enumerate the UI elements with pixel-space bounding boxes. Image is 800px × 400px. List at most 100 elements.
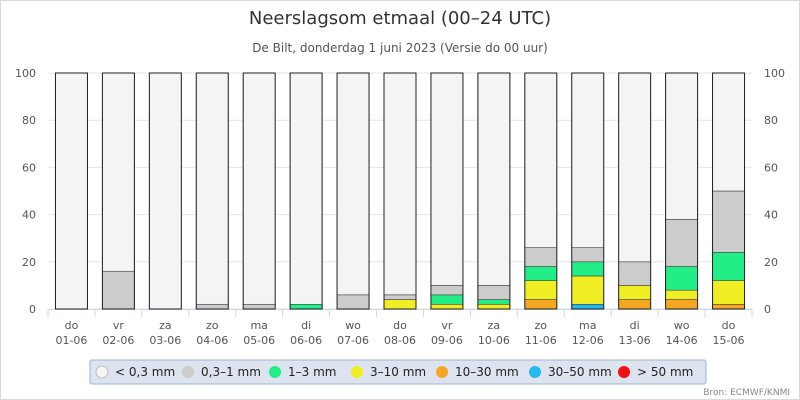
x-tick-label-day: do [722, 319, 736, 332]
x-tick-label-date: 09-06 [431, 334, 463, 347]
bar-segment [477, 285, 511, 300]
legend: < 0,3 mm 0,3–1 mm 1–3 mm 3–10 mm 10–30 mm 30–… [89, 359, 707, 385]
bar-segment [383, 72, 417, 296]
bar-segment [430, 285, 464, 296]
bar-outline [148, 72, 182, 310]
legend-label[interactable]: 3–10 mm [370, 365, 426, 379]
bar-segment [571, 247, 605, 263]
bar-segment [102, 72, 135, 272]
bar-stacks [54, 72, 746, 310]
legend-box [89, 359, 707, 385]
bar-segment [477, 299, 511, 305]
bar-segment [618, 261, 651, 286]
chart-title: Neerslagsom etmaal (00–24 UTC) [249, 8, 551, 29]
bar-segment [712, 252, 745, 281]
x-tick-label-date: 10-06 [478, 334, 510, 347]
bar-outline [289, 72, 323, 310]
y-tick-label-right: 100 [764, 67, 785, 80]
x-tick-label-day: do [65, 319, 79, 332]
bar-segment [665, 72, 698, 220]
bar-outline [477, 72, 511, 310]
bar-segment [383, 299, 417, 310]
y-tick-label-left: 80 [22, 114, 36, 127]
bar-outline [712, 72, 746, 310]
bar-segment [289, 72, 323, 305]
y-tick-label-left: 20 [22, 256, 36, 269]
bar-segment [618, 72, 651, 263]
y-tick-label-left: 60 [22, 161, 36, 174]
bar-segment [383, 294, 417, 300]
x-tick-label-day: za [159, 319, 172, 332]
bar-segment [524, 247, 558, 267]
x-tick-label-date: 05-06 [243, 334, 275, 347]
bar-outline [101, 72, 135, 310]
bar-segment [477, 72, 511, 286]
bar-segment [430, 303, 464, 310]
y-tick-label-right: 20 [764, 256, 778, 269]
x-tick-label-day: wo [345, 319, 361, 332]
x-axis: do 01-06 vr 02-06 za 03-06 zo 04-06 ma 05-06 di 06-… [47, 309, 753, 347]
source-credit: Bron: ECMWF/KNMI [703, 388, 790, 398]
legend-label[interactable]: < 0,3 mm [115, 365, 175, 379]
legend-marker [351, 366, 363, 378]
legend-label[interactable]: 0,3–1 mm [201, 365, 261, 379]
bar-segment [665, 266, 698, 291]
x-tick-label-date: 11-06 [525, 334, 557, 347]
x-tick-label-day: za [488, 319, 501, 332]
x-tick-label-day: zo [535, 319, 548, 332]
legend-label[interactable]: 30–50 mm [548, 365, 612, 379]
bar-segment [430, 294, 464, 305]
x-tick-label-date: 04-06 [196, 334, 228, 347]
x-tick-label-day: vr [113, 319, 125, 332]
x-tick-label-day: zo [206, 319, 219, 332]
bar-segment [195, 303, 229, 310]
bar-outline [383, 72, 417, 310]
bar-segment [712, 72, 745, 192]
x-tick-label-day: wo [674, 319, 690, 332]
bar-segment [430, 72, 464, 286]
bar-segment [571, 261, 605, 277]
x-tick-label-date: 13-06 [619, 334, 651, 347]
y-axis-right: 0 20 40 60 80 100 [764, 67, 785, 316]
bar-segment [571, 72, 605, 248]
legend-label[interactable]: > 50 mm [637, 365, 693, 379]
bar-segment [102, 270, 135, 310]
bar-outline [430, 72, 464, 310]
legend-marker [529, 366, 541, 378]
bar-segment [712, 190, 745, 253]
y-tick-label-left: 0 [29, 303, 36, 316]
y-tick-label-left: 100 [15, 67, 36, 80]
bar-outline [195, 72, 229, 310]
x-tick-label-date: 01-06 [55, 334, 87, 347]
bar-segment [242, 303, 276, 310]
legend-label[interactable]: 10–30 mm [455, 365, 519, 379]
bar-segment [336, 72, 370, 296]
x-tick-label-day: ma [579, 319, 596, 332]
bar-segment [618, 285, 651, 300]
legend-marker [436, 366, 448, 378]
y-tick-label-right: 80 [764, 114, 778, 127]
bar-segment [712, 303, 745, 310]
y-tick-label-left: 40 [22, 209, 36, 222]
x-tick-label-date: 02-06 [102, 334, 134, 347]
bar-segment [618, 299, 651, 310]
y-axis-left: 0 20 40 60 80 100 [15, 67, 36, 316]
x-tick-label-day: di [301, 319, 311, 332]
chart-subtitle: De Bilt, donderdag 1 juni 2023 (Versie d… [252, 41, 548, 55]
bar-segment [524, 280, 558, 300]
bar-outline [524, 72, 558, 310]
bar-segment [665, 219, 698, 267]
x-tick-label-date: 12-06 [572, 334, 604, 347]
x-tick-label-day: di [630, 319, 640, 332]
bar-segment [665, 289, 698, 300]
x-tick-label-date: 06-06 [290, 334, 322, 347]
x-tick-label-date: 08-06 [384, 334, 416, 347]
bar-outline [54, 72, 88, 310]
bar-outline [618, 72, 652, 310]
bar-segment [55, 72, 88, 310]
bar-segment [524, 266, 558, 281]
y-tick-label-right: 60 [764, 161, 778, 174]
bar-outline [665, 72, 699, 310]
legend-label[interactable]: 1–3 mm [288, 365, 336, 379]
